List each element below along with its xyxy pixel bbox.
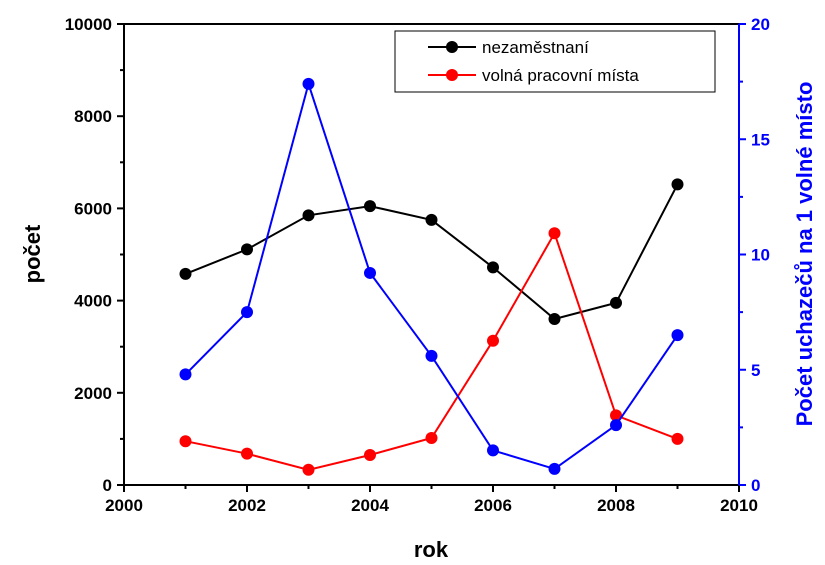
x-tick-label: 2008 bbox=[597, 496, 635, 515]
series-volna-mista-point bbox=[425, 431, 438, 444]
series-volna-mista-point bbox=[241, 447, 253, 460]
y-tick-label: 10000 bbox=[65, 15, 112, 34]
series-uchazeci-na-misto-point bbox=[548, 462, 561, 475]
x-tick-label: 2000 bbox=[105, 496, 143, 515]
series-nezamestnani-point bbox=[241, 243, 253, 256]
x-tick-label: 2010 bbox=[720, 496, 758, 515]
series-uchazeci-na-misto-point bbox=[425, 349, 438, 362]
series-volna-mista-point bbox=[548, 227, 561, 240]
series-uchazeci-na-misto-line bbox=[184, 80, 679, 470]
legend-marker-volna-mista bbox=[446, 69, 458, 81]
series-nezamestnani-point bbox=[548, 313, 561, 326]
x-tick-label: 2002 bbox=[228, 496, 266, 515]
y-tick-label: 4000 bbox=[74, 292, 112, 311]
series-uchazeci-na-misto-point bbox=[487, 444, 499, 457]
y-tick-label: 6000 bbox=[74, 199, 112, 218]
y2-tick-label: 0 bbox=[751, 476, 760, 495]
x-axis-title: rok bbox=[414, 537, 449, 562]
series-volna-mista-point bbox=[302, 463, 315, 476]
y-axis-title: počet bbox=[20, 224, 45, 283]
series-nezamestnani-point bbox=[610, 296, 622, 309]
series-uchazeci-na-misto-point bbox=[302, 77, 315, 90]
series-volna-mista-point bbox=[364, 449, 376, 462]
y2-tick-label: 20 bbox=[751, 15, 770, 34]
legend: nezaměstnaní volná pracovní místa bbox=[394, 30, 716, 93]
series-nezamestnani-point bbox=[425, 213, 438, 226]
series-nezamestnani-point bbox=[302, 209, 315, 222]
series-volna-mista-point bbox=[179, 435, 192, 448]
series-uchazeci-na-misto-point bbox=[671, 329, 684, 342]
series-nezamestnani-point bbox=[179, 267, 192, 280]
series-uchazeci-na-misto-point bbox=[241, 306, 253, 319]
series-volna-mista-point bbox=[610, 409, 622, 422]
y2-tick-label: 10 bbox=[751, 246, 770, 265]
y-tick-label: 2000 bbox=[74, 384, 112, 403]
series-nezamestnani-point bbox=[364, 200, 376, 213]
y2-tick-label: 5 bbox=[751, 361, 760, 380]
y-tick-label: 0 bbox=[103, 476, 112, 495]
series-nezamestnani-point bbox=[671, 178, 684, 191]
series-nezamestnani-point bbox=[487, 261, 499, 274]
series-uchazeci-na-misto-point bbox=[364, 266, 376, 279]
series-nezamestnani-line bbox=[185, 183, 679, 321]
series-uchazeci-na-misto-point bbox=[610, 419, 622, 432]
series-uchazeci-na-misto-point bbox=[179, 368, 192, 381]
series-volna-mista-point bbox=[671, 432, 684, 445]
y-tick-label: 8000 bbox=[74, 107, 112, 126]
y2-axis-title: Počet uchazečů na 1 volné místo bbox=[792, 82, 817, 427]
y2-tick-label: 15 bbox=[751, 130, 770, 149]
legend-marker-nezamestnani bbox=[446, 41, 458, 53]
legend-label-nezamestnani: nezaměstnaní bbox=[482, 38, 589, 57]
x-tick-label: 2004 bbox=[351, 496, 389, 515]
series-volna-mista-point bbox=[487, 334, 499, 347]
x-tick-label: 2006 bbox=[474, 496, 512, 515]
legend-box bbox=[394, 30, 716, 93]
plot-frame bbox=[123, 23, 740, 486]
legend-label-volna-mista: volná pracovní místa bbox=[482, 66, 639, 85]
